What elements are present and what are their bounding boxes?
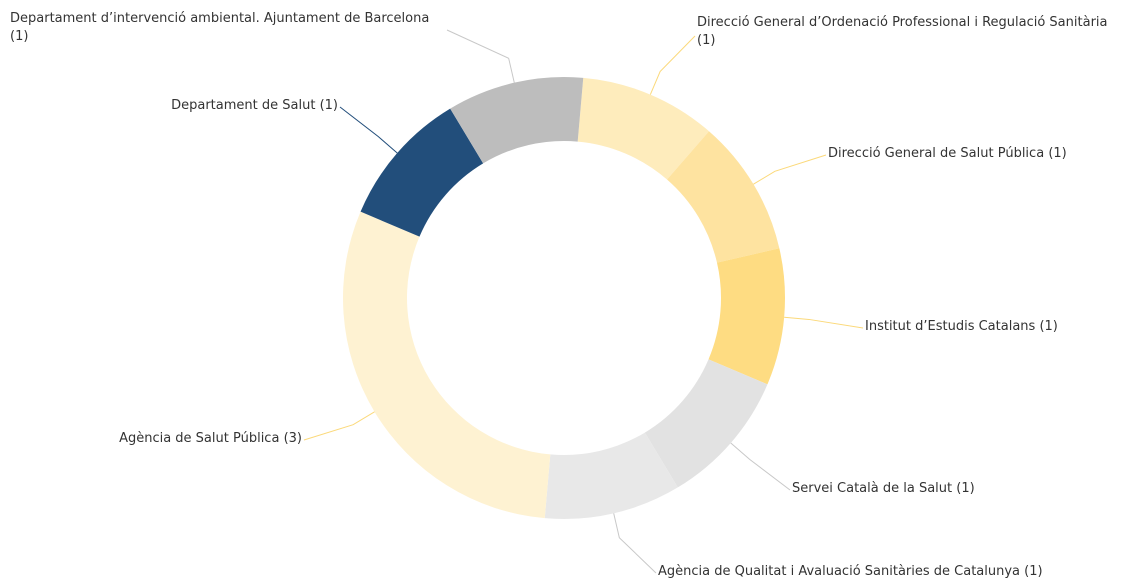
leader-line xyxy=(753,154,827,185)
label-name: Institut d’Estudis Catalans xyxy=(865,319,1036,334)
label-value: (1) xyxy=(1048,146,1067,161)
leader-line xyxy=(446,29,515,83)
label-value: (1) xyxy=(956,481,975,496)
donut-slice xyxy=(708,248,785,385)
slice-label: Institut d’Estudis Catalans (1) xyxy=(865,318,1125,336)
label-name: Servei Català de la Salut xyxy=(792,481,953,496)
slice-label: Direcció General de Salut Pública (1) xyxy=(828,145,1128,163)
slice-label: Servei Català de la Salut (1) xyxy=(792,480,1092,498)
leader-line xyxy=(784,316,864,329)
label-name: Agència de Salut Pública xyxy=(119,431,280,446)
label-name: Departament de Salut xyxy=(171,98,316,113)
leader-line xyxy=(613,513,657,574)
donut-slice xyxy=(644,359,768,488)
label-value: (1) xyxy=(319,98,338,113)
slice-label: Agència de Salut Pública (3) xyxy=(0,430,302,448)
label-value: (1) xyxy=(10,29,29,44)
label-value: (1) xyxy=(1024,564,1043,579)
slice-label: Departament de Salut (1) xyxy=(0,97,338,115)
donut-slice xyxy=(544,432,678,520)
donut-slice xyxy=(360,108,484,237)
donut-slice xyxy=(343,211,551,519)
donut-slice xyxy=(667,131,780,263)
label-value: (1) xyxy=(1039,319,1058,334)
donut-slice xyxy=(577,77,709,180)
label-value: (3) xyxy=(283,431,302,446)
slice-label: Departament d’intervenció ambiental. Aju… xyxy=(10,10,450,46)
leader-line xyxy=(730,442,791,491)
label-value: (1) xyxy=(697,33,716,48)
label-name: Agència de Qualitat i Avaluació Sanitàri… xyxy=(658,564,1021,579)
leader-line xyxy=(303,411,375,441)
label-name: Departament d’intervenció ambiental. Aju… xyxy=(10,11,430,26)
leader-line xyxy=(649,35,696,95)
slice-label: Direcció General d’Ordenació Professiona… xyxy=(697,14,1129,50)
leader-line xyxy=(339,106,398,154)
donut-slice xyxy=(450,77,584,164)
label-name: Direcció General de Salut Pública xyxy=(828,146,1045,161)
slice-label: Agència de Qualitat i Avaluació Sanitàri… xyxy=(658,563,1128,581)
label-name: Direcció General d’Ordenació Professiona… xyxy=(697,15,1108,30)
